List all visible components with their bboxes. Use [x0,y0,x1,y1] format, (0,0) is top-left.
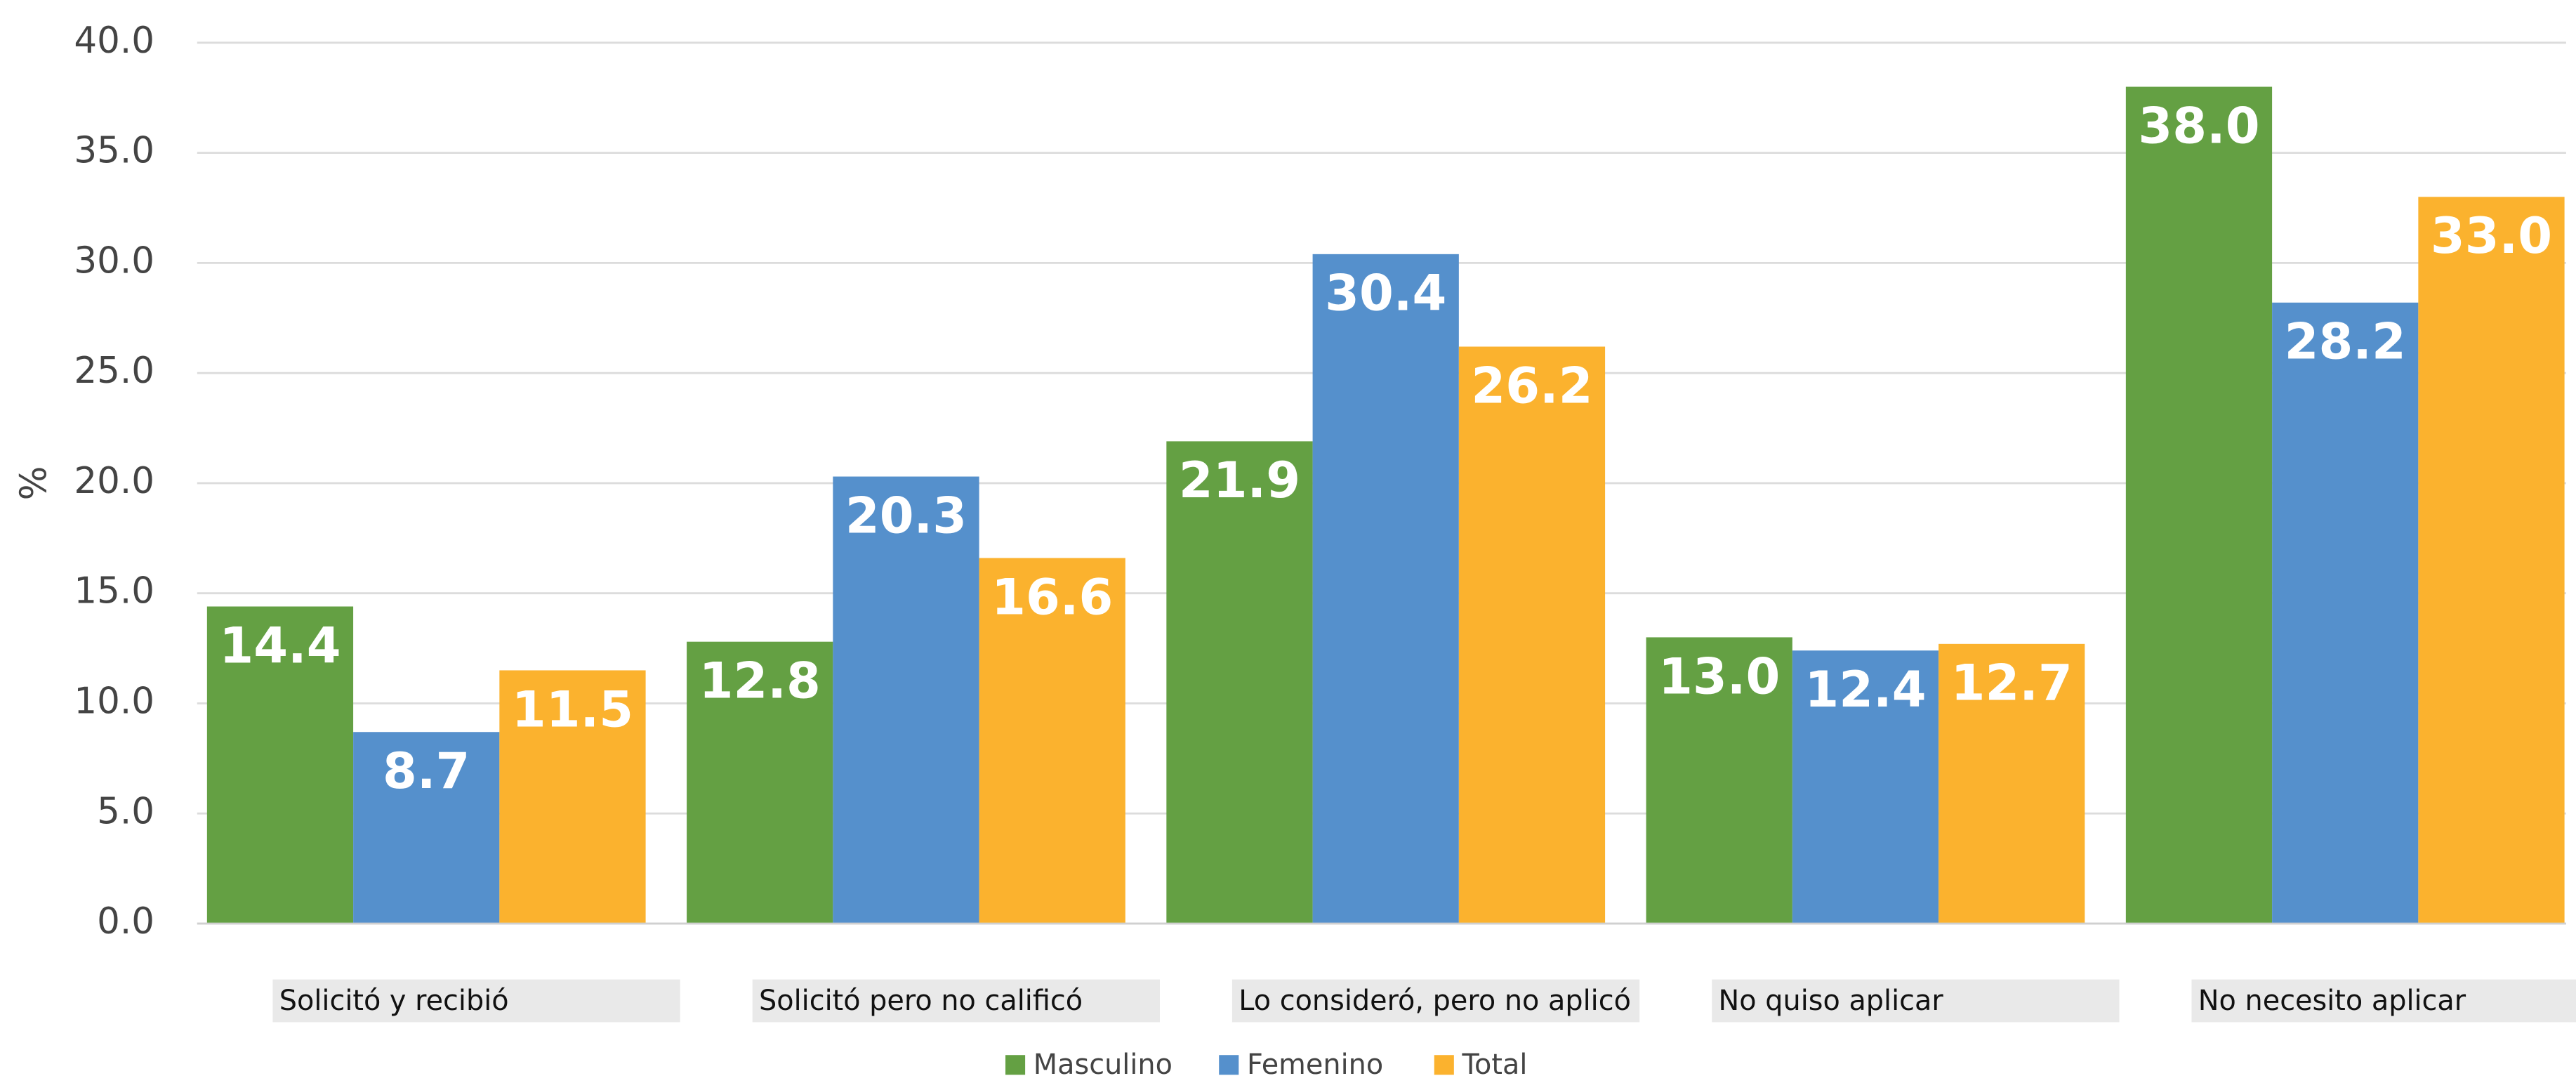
value-label: 12.8 [699,652,821,710]
bar [2125,86,2273,924]
bar [687,641,833,924]
y-axis-label: % [13,466,55,500]
value-label: 13.0 [1658,648,1780,705]
bar [499,670,646,924]
y-tick-label: 30.0 [74,239,154,282]
bar [1938,643,2085,924]
value-label: 16.6 [991,568,1113,626]
value-label: 8.7 [383,742,470,800]
y-tick-label: 10.0 [74,680,154,722]
bar [206,606,354,924]
x-tick-label: Solicitó y recibió [279,985,509,1017]
y-tick-label: 0.0 [97,900,154,943]
category-box [1712,979,2120,1023]
y-tick-label: 5.0 [97,790,154,832]
bar [1458,346,1606,924]
bar [2418,197,2565,924]
legend-label: Masculino [1033,1049,1173,1081]
value-label: 11.5 [512,681,633,738]
value-label: 30.4 [1325,265,1446,322]
bar [1646,637,1792,924]
bar [979,558,1125,924]
bar [833,476,979,924]
bar [1312,254,1459,924]
y-tick-label: 35.0 [74,130,154,172]
x-tick-label: Solicitó pero no calificó [759,985,1083,1017]
x-tick-label: No quiso aplicar [1719,985,1944,1017]
bar [1792,650,1939,924]
x-tick-label: Lo consideró, pero no aplicó [1239,985,1631,1017]
category-box [1231,979,1640,1023]
value-label: 38.0 [2138,97,2259,155]
y-tick-label: 40.0 [74,20,154,62]
legend-label: Total [1462,1049,1528,1081]
value-label: 21.9 [1179,452,1300,509]
value-label: 12.4 [1804,661,1926,718]
value-label: 14.4 [219,617,341,674]
value-label: 20.3 [845,487,967,544]
value-label: 12.7 [1951,655,2073,712]
y-tick-label: 20.0 [74,460,154,502]
category-box [752,979,1160,1023]
y-tick-label: 25.0 [74,350,154,392]
value-label: 28.2 [2285,313,2406,371]
category-box [2191,979,2576,1023]
legend-swatch [1005,1055,1026,1075]
category-box [272,979,680,1023]
x-tick-label: No necesito aplicar [2198,985,2466,1017]
legend-label: Femenino [1247,1049,1383,1081]
value-label: 33.0 [2431,207,2552,265]
value-label: 26.2 [1471,357,1592,414]
bar [2272,302,2419,924]
legend-swatch [1434,1055,1454,1075]
legend-swatch [1219,1055,1239,1075]
bar [353,732,500,924]
bar [1166,441,1313,924]
y-tick-label: 15.0 [74,570,154,612]
